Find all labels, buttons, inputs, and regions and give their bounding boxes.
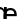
Text: Area under the curve: 0.734: Area under the curve: 0.734 [0, 2, 18, 19]
Text: [Fig. 3]: [Fig. 3] [0, 1, 18, 19]
